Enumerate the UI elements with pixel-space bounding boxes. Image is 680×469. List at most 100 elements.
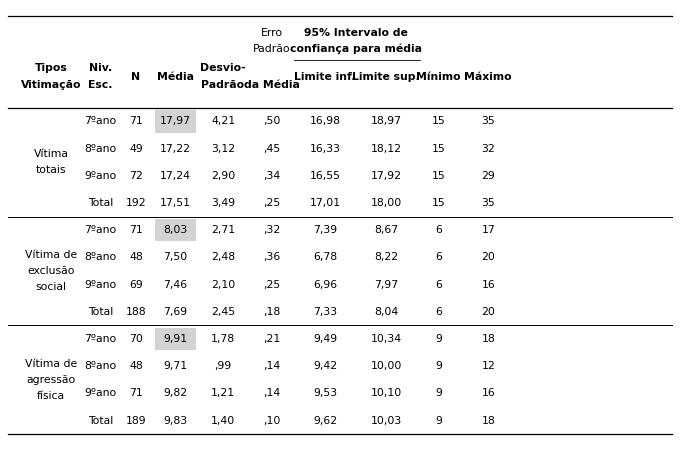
Text: 18,12: 18,12: [371, 144, 402, 154]
Text: 71: 71: [129, 225, 143, 235]
Text: 8,04: 8,04: [374, 307, 398, 317]
Text: 7ºano: 7ºano: [84, 225, 117, 235]
Text: Vitimação: Vitimação: [21, 80, 81, 91]
Text: ,99: ,99: [214, 361, 232, 371]
Text: 6: 6: [435, 280, 442, 290]
Text: Mínimo: Mínimo: [416, 72, 461, 82]
Text: 9ºano: 9ºano: [84, 280, 117, 290]
Text: 17,22: 17,22: [160, 144, 191, 154]
Text: Vítima: Vítima: [33, 149, 69, 159]
Text: 9,53: 9,53: [313, 388, 337, 399]
Text: 6,78: 6,78: [313, 252, 337, 263]
Text: 7,46: 7,46: [163, 280, 188, 290]
Text: 9: 9: [435, 334, 442, 344]
Text: ,50: ,50: [263, 116, 281, 127]
Text: 17: 17: [481, 225, 495, 235]
Bar: [155, 110, 196, 133]
Text: 2,10: 2,10: [211, 280, 235, 290]
Text: 6: 6: [435, 225, 442, 235]
Text: confiança para média: confiança para média: [290, 44, 422, 54]
Text: 16: 16: [481, 280, 495, 290]
Text: Esc.: Esc.: [88, 80, 113, 91]
Text: 9,49: 9,49: [313, 334, 337, 344]
Text: 10,10: 10,10: [371, 388, 402, 399]
Bar: [155, 328, 196, 350]
Text: Limite sup.: Limite sup.: [352, 72, 420, 82]
Text: 70: 70: [129, 334, 143, 344]
Text: 29: 29: [481, 171, 495, 181]
Text: 1,78: 1,78: [211, 334, 235, 344]
Text: 16,33: 16,33: [309, 144, 341, 154]
Text: 188: 188: [126, 307, 146, 317]
Text: ,25: ,25: [263, 198, 281, 208]
Text: 17,51: 17,51: [160, 198, 191, 208]
Text: 71: 71: [129, 388, 143, 399]
Text: ,21: ,21: [263, 334, 281, 344]
Text: Limite inf.: Limite inf.: [294, 72, 356, 82]
Text: Padrão: Padrão: [201, 80, 245, 91]
Text: 3,12: 3,12: [211, 144, 235, 154]
Text: 20: 20: [481, 307, 495, 317]
Text: 18,97: 18,97: [371, 116, 402, 127]
Text: 9: 9: [435, 388, 442, 399]
Text: ,25: ,25: [263, 280, 281, 290]
Text: 9ºano: 9ºano: [84, 171, 117, 181]
Text: 69: 69: [129, 280, 143, 290]
Text: Erro: Erro: [261, 28, 283, 38]
Text: 7,50: 7,50: [163, 252, 188, 263]
Text: ,36: ,36: [263, 252, 281, 263]
Text: 7,97: 7,97: [374, 280, 398, 290]
Text: 35: 35: [481, 116, 495, 127]
Text: 4,21: 4,21: [211, 116, 235, 127]
Text: 2,90: 2,90: [211, 171, 235, 181]
Text: 18: 18: [481, 334, 495, 344]
Text: 8ºano: 8ºano: [84, 361, 117, 371]
Text: 20: 20: [481, 252, 495, 263]
Text: 9,71: 9,71: [163, 361, 188, 371]
Text: Niv.: Niv.: [89, 63, 112, 74]
Text: ,34: ,34: [263, 171, 281, 181]
Text: ,32: ,32: [263, 225, 281, 235]
Text: 17,92: 17,92: [371, 171, 402, 181]
Text: 17,24: 17,24: [160, 171, 191, 181]
Text: Total: Total: [88, 307, 114, 317]
Text: 15: 15: [432, 198, 445, 208]
Text: 8ºano: 8ºano: [84, 252, 117, 263]
Text: 7,33: 7,33: [313, 307, 337, 317]
Text: 72: 72: [129, 171, 143, 181]
Text: 9,91: 9,91: [163, 334, 188, 344]
Text: 9,83: 9,83: [163, 416, 188, 426]
Text: ,18: ,18: [263, 307, 281, 317]
Text: física: física: [37, 391, 65, 401]
Text: 8ºano: 8ºano: [84, 144, 117, 154]
Text: 49: 49: [129, 144, 143, 154]
Text: 189: 189: [126, 416, 146, 426]
Text: 2,71: 2,71: [211, 225, 235, 235]
Text: N: N: [131, 72, 141, 82]
Text: 2,48: 2,48: [211, 252, 235, 263]
Text: 7ºano: 7ºano: [84, 116, 117, 127]
Text: ,14: ,14: [263, 388, 281, 399]
Text: 9ºano: 9ºano: [84, 388, 117, 399]
Text: 6,96: 6,96: [313, 280, 337, 290]
Text: 6: 6: [435, 252, 442, 263]
Text: 95% Intervalo de: 95% Intervalo de: [304, 28, 407, 38]
Text: 15: 15: [432, 171, 445, 181]
Text: 7ºano: 7ºano: [84, 334, 117, 344]
Text: 17,97: 17,97: [160, 116, 191, 127]
Text: 15: 15: [432, 116, 445, 127]
Text: social: social: [35, 282, 67, 292]
Text: 9: 9: [435, 416, 442, 426]
Text: 35: 35: [481, 198, 495, 208]
Text: 16,55: 16,55: [309, 171, 341, 181]
Text: 8,22: 8,22: [374, 252, 398, 263]
Text: 12: 12: [481, 361, 495, 371]
Text: 7,39: 7,39: [313, 225, 337, 235]
Text: 71: 71: [129, 116, 143, 127]
Text: 2,45: 2,45: [211, 307, 235, 317]
Text: 7,69: 7,69: [163, 307, 188, 317]
Text: Desvio-: Desvio-: [200, 63, 246, 74]
Text: Padrão: Padrão: [253, 44, 291, 54]
Bar: [155, 219, 196, 242]
Text: 8,03: 8,03: [163, 225, 188, 235]
